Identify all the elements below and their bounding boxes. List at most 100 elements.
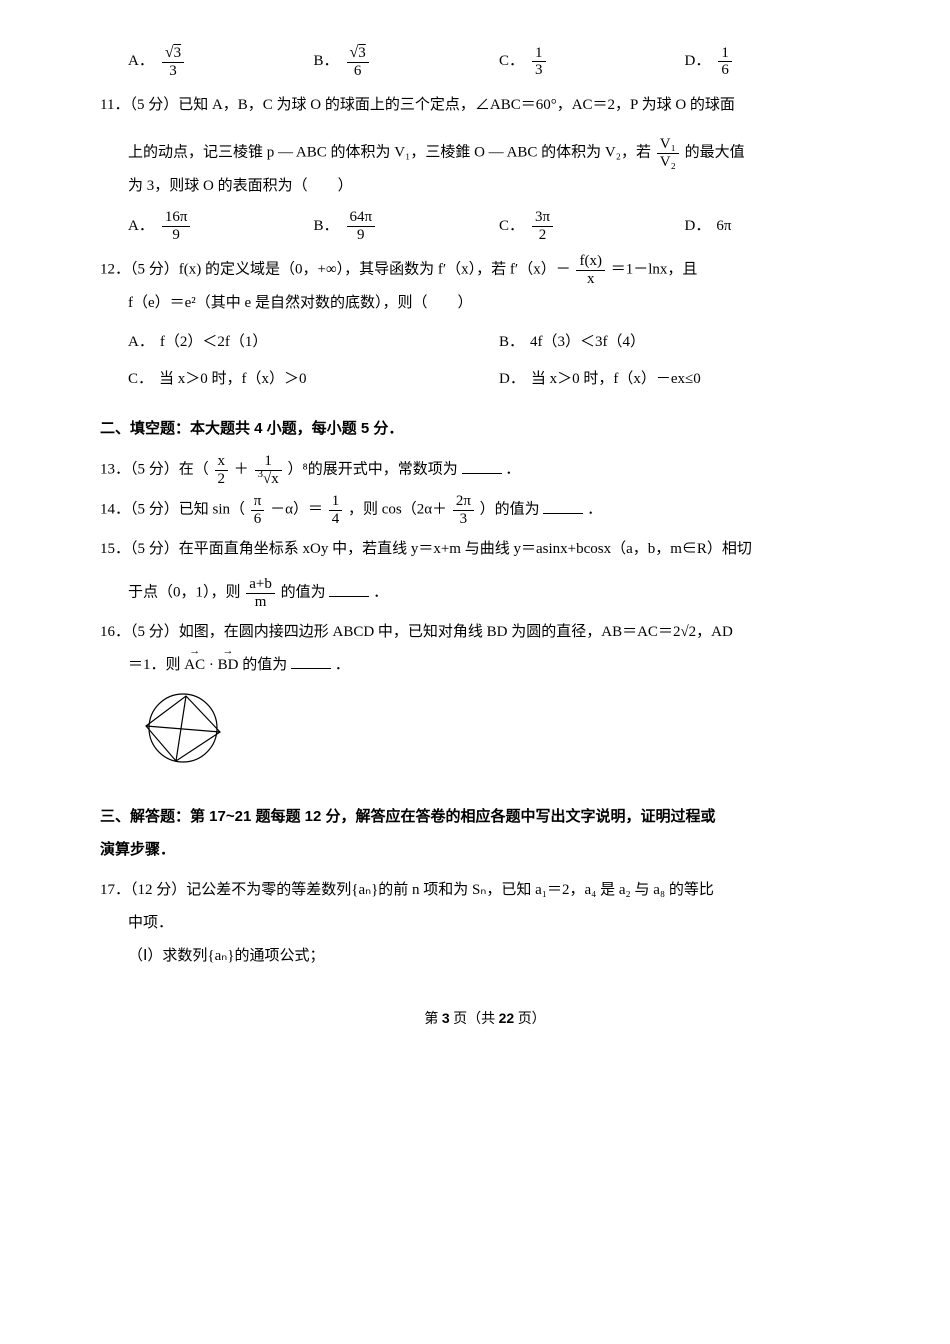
fraction: √3 3 (162, 44, 184, 79)
section-2-heading: 二、填空题：本大题共 4 小题，每小题 5 分． (100, 412, 870, 445)
opt-text: 当 x＞0 时，f（x）＞0 (159, 363, 307, 396)
page-footer: 第 3 页（共 22 页） (100, 1003, 870, 1036)
text: 于点（0，1），则 (128, 585, 241, 601)
fraction: 2π 3 (453, 493, 474, 527)
section-3-heading-line1: 三、解答题：第 17~21 题每题 12 分，解答应在答卷的相应各题中写出文字说… (100, 800, 870, 833)
denominator: 6 (347, 63, 369, 80)
numerator: 3π (532, 209, 553, 227)
opt-label: D． (499, 363, 525, 396)
numerator: √3 (347, 44, 369, 63)
q14: 14．（5 分）已知 sin（ π 6 －α）＝ 1 4 ，则 cos（2α＋ … (100, 493, 870, 527)
q17: 17．（12 分）记公差不为零的等差数列{aₙ}的前 n 项和为 Sₙ，已知 a… (100, 874, 870, 973)
denominator: 6 (718, 62, 732, 79)
q16-figure (128, 688, 870, 786)
q15: 15．（5 分）在平面直角坐标系 xOy 中，若直线 y＝x+m 与曲线 y＝a… (100, 533, 870, 610)
q10-opt-A: A． √3 3 (128, 44, 314, 79)
q17-sub1: （Ⅰ）求数列{aₙ}的通项公式； (128, 940, 870, 973)
text: ＝1．则 (128, 657, 181, 673)
text: 14．（5 分）已知 sin（ (100, 502, 245, 518)
denominator: 2 (215, 471, 229, 488)
blank (543, 498, 583, 514)
blank (329, 581, 369, 597)
numerator: π (251, 493, 265, 511)
fraction: a+b m (246, 576, 275, 610)
q12-options: A． f（2）＜2f（1） B． 4f（3）＜3f（4） C． 当 x＞0 时，… (128, 326, 870, 400)
text: ）⁸的展开式中，常数项为 (288, 462, 458, 478)
fraction: π 6 (251, 493, 265, 527)
q10-opt-C: C． 1 3 (499, 44, 685, 79)
total-pages: 22 (499, 1010, 515, 1026)
numerator: 16π (162, 209, 191, 227)
text: 页（共 (450, 1012, 499, 1027)
denominator: 3 (162, 63, 184, 80)
q16: 16．（5 分）如图，在圆内接四边形 ABCD 中，已知对角线 BD 为圆的直径… (100, 616, 870, 682)
blank (291, 653, 331, 669)
denominator: V₂ (657, 154, 679, 171)
numerator: V₁ (657, 136, 679, 154)
denominator: 9 (347, 227, 376, 244)
numerator: x (215, 453, 229, 471)
numerator: 1 (718, 45, 732, 63)
circle-quadrilateral-icon (128, 688, 248, 773)
q11-opt-C: C． 3π 2 (499, 209, 685, 243)
text: 的值为 (281, 585, 326, 601)
text: 页） (514, 1012, 546, 1027)
opt-label: A． (128, 326, 154, 359)
denominator: 6 (251, 511, 265, 528)
numerator: 64π (347, 209, 376, 227)
denominator: 9 (162, 227, 191, 244)
q12-opt-A: A． f（2）＜2f（1） (128, 326, 499, 359)
numerator: 1 (532, 45, 546, 63)
q16-line1: 16．（5 分）如图，在圆内接四边形 ABCD 中，已知对角线 BD 为圆的直径… (100, 616, 870, 649)
vector-AC: AC (184, 649, 205, 682)
text: 第 (424, 1012, 442, 1027)
q16-line2: ＝1．则 AC · BD 的值为 ． (128, 649, 870, 682)
text: 上的动点，记三棱锥 p — ABC 的体积为 V₁，三棱錐 O — ABC 的体… (128, 145, 651, 161)
opt-label: D． (685, 210, 711, 243)
diagonal-1 (146, 726, 220, 732)
q11-opt-A: A． 16π 9 (128, 209, 314, 243)
fraction: 3π 2 (532, 209, 553, 243)
text: 的值为 (242, 657, 287, 673)
q12: 12．（5 分）f(x) 的定义域是（0，+∞），其导函数为 f′（x），若 f… (100, 253, 870, 320)
text: －α）＝ (270, 502, 323, 518)
q11-opt-B: B． 64π 9 (314, 209, 500, 243)
q11-line2: 上的动点，记三棱锥 p — ABC 的体积为 V₁，三棱錐 O — ABC 的体… (128, 136, 870, 170)
text: ． (335, 657, 350, 673)
fraction: 1 4 (329, 493, 343, 527)
q11-options: A． 16π 9 B． 64π 9 C． 3π 2 D． 6π (128, 209, 870, 243)
q12-opt-D: D． 当 x＞0 时，f（x）－ex≤0 (499, 363, 870, 396)
q12-opt-C: C． 当 x＞0 时，f（x）＞0 (128, 363, 499, 396)
opt-text: f（2）＜2f（1） (160, 326, 268, 359)
fraction: √3 6 (347, 44, 369, 79)
text: ＝1－lnx，且 (611, 262, 698, 278)
denominator: m (246, 594, 275, 611)
denominator: 2 (532, 227, 553, 244)
fraction: f(x) x (576, 253, 605, 287)
numerator: 1 (329, 493, 343, 511)
opt-label: B． (499, 326, 524, 359)
text: ． (505, 462, 520, 478)
q10-opt-B: B． √3 6 (314, 44, 500, 79)
page-number: 3 (442, 1010, 450, 1026)
fraction: 16π 9 (162, 209, 191, 243)
denominator: 3 (453, 511, 474, 528)
denominator: 3√x (255, 471, 282, 488)
dot: · (209, 657, 214, 673)
fraction: 64π 9 (347, 209, 376, 243)
text: ． (587, 502, 602, 518)
fraction: 1 3√x (255, 453, 282, 487)
numerator: √3 (162, 44, 184, 63)
vector-BD: BD (218, 649, 239, 682)
fraction: 1 3 (532, 45, 546, 79)
text: ＋ (234, 462, 249, 478)
text: ）的值为 (480, 502, 540, 518)
fraction: 1 6 (718, 45, 732, 79)
opt-label: D． (685, 45, 711, 78)
opt-label: A． (128, 210, 154, 243)
q17-line2: 中项． (128, 907, 870, 940)
fraction: x 2 (215, 453, 229, 487)
numerator: 2π (453, 493, 474, 511)
blank (462, 458, 502, 474)
q12-line2: f（e）＝e²（其中 e 是自然对数的底数），则（ ） (128, 287, 870, 320)
